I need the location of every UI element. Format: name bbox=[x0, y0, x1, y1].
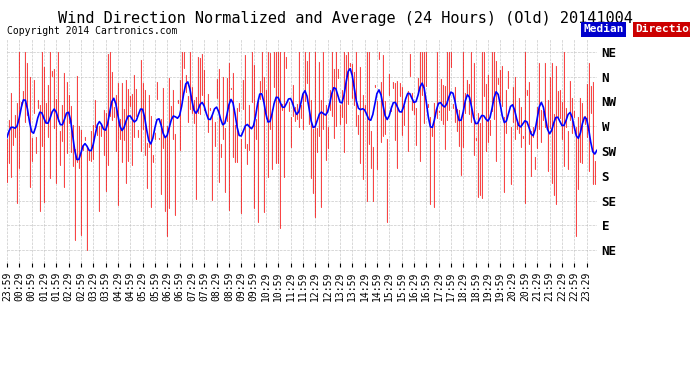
Text: Direction: Direction bbox=[635, 24, 690, 34]
Text: Copyright 2014 Cartronics.com: Copyright 2014 Cartronics.com bbox=[7, 26, 177, 36]
Text: Median: Median bbox=[583, 24, 624, 34]
Text: Wind Direction Normalized and Average (24 Hours) (Old) 20141004: Wind Direction Normalized and Average (2… bbox=[57, 11, 633, 26]
